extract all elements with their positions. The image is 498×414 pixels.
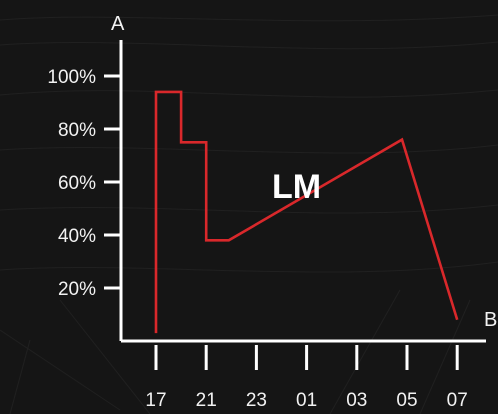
y-tick-label: 100% [47,67,96,88]
y-tick-label: 60% [58,173,96,194]
chart-annotation: LM [272,168,321,206]
x-tick-label: 07 [447,390,468,411]
x-axis-title: B [484,309,497,331]
x-tick-label: 01 [296,390,317,411]
y-tick-label: 20% [58,279,96,300]
x-tick-label: 03 [346,390,367,411]
x-tick-label: 23 [246,390,267,411]
x-tick-label: 05 [396,390,417,411]
x-ticks: 17 21 23 01 03 05 07 [145,345,468,411]
y-ticks: 20% 40% 60% 80% 100% [47,67,121,300]
y-axis-title: A [111,13,125,35]
y-tick-label: 80% [58,120,96,141]
axes [119,40,486,343]
x-tick-label: 17 [145,390,166,411]
x-tick-label: 21 [196,390,217,411]
series-line [154,90,459,334]
y-tick-label: 40% [58,226,96,247]
